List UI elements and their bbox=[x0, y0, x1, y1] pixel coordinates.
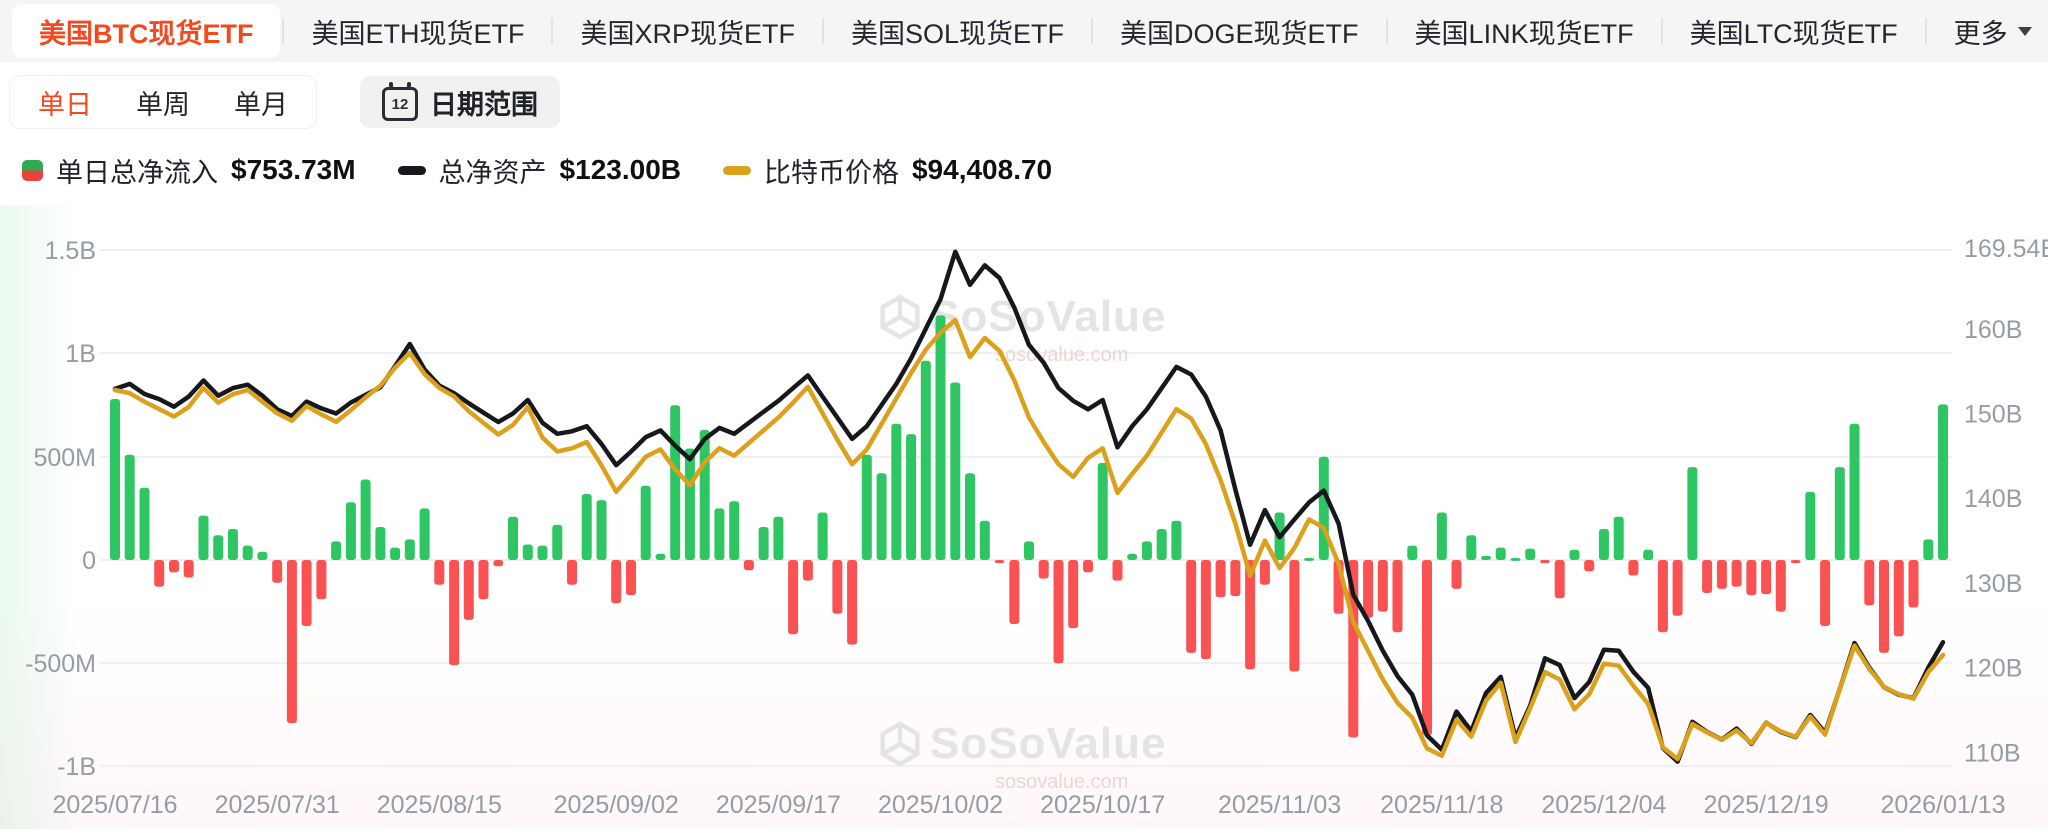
tab-more[interactable]: 更多 bbox=[1927, 4, 2048, 58]
price-line bbox=[112, 317, 1946, 762]
right-axis-labels: 169.54B 160B 150B 140B 130B 120B 110B bbox=[1964, 235, 2048, 767]
tab-list: 美国BTC现货ETF 美国ETH现货ETF 美国XRP现货ETF 美国SOL现货ETF… bbox=[10, 0, 2048, 62]
x-axis-labels: 2025/07/16 2025/07/31 2025/08/15 2025/09/02… bbox=[52, 791, 2005, 819]
svg-text:169.54B: 169.54B bbox=[1964, 235, 2048, 263]
date-range-label: 日期范围 bbox=[430, 89, 538, 120]
svg-text:2025/10/02: 2025/10/02 bbox=[878, 791, 1003, 819]
netflow-swatch-icon bbox=[22, 159, 43, 181]
svg-text:SoSoValue: SoSoValue bbox=[930, 719, 1166, 768]
price-label: 比特币价格 bbox=[763, 157, 899, 188]
assets-line bbox=[112, 249, 1946, 764]
tab-divider bbox=[1091, 18, 1094, 44]
assets-line-icon bbox=[397, 165, 426, 175]
svg-text:sosovalue.com: sosovalue.com bbox=[995, 771, 1128, 793]
svg-text:130B: 130B bbox=[1964, 570, 2022, 598]
tab-divider bbox=[1924, 18, 1927, 44]
chart-legend: 单日总净流入 $753.73M 总净资产 $123.00B 比特币价格 $94,… bbox=[22, 148, 1052, 192]
left-axis-labels: 1.5B 1B 500M 0 -500M -1B bbox=[25, 237, 96, 781]
tab-divider bbox=[822, 18, 824, 44]
svg-text:1.5B: 1.5B bbox=[45, 237, 96, 265]
svg-text:sosovalue.com: sosovalue.com bbox=[995, 344, 1128, 366]
period-button-0[interactable]: 单日 bbox=[38, 89, 92, 120]
tab-divider bbox=[1385, 18, 1388, 44]
svg-text:2026/01/13: 2026/01/13 bbox=[1880, 791, 2005, 819]
tab-item-0[interactable]: 美国BTC现货ETF bbox=[12, 4, 281, 58]
period-button-1[interactable]: 单周 bbox=[136, 89, 190, 120]
chart-canvas[interactable]: 1.5B 1B 500M 0 -500M -1B SoSoValue sosovalue.co… bbox=[0, 205, 2048, 829]
tab-divider bbox=[551, 18, 554, 44]
svg-text:-1B: -1B bbox=[57, 753, 96, 781]
tab-item-4[interactable]: 美国DOGE现货ETF bbox=[1120, 18, 1359, 49]
netflow-bars bbox=[110, 315, 1948, 738]
assets-label: 总净资产 bbox=[438, 157, 547, 188]
chevron-down-icon bbox=[2017, 26, 2032, 36]
svg-text:120B: 120B bbox=[1964, 655, 2022, 683]
svg-text:2025/09/02: 2025/09/02 bbox=[554, 791, 679, 819]
svg-text:140B: 140B bbox=[1964, 485, 2022, 513]
etf-tab-bar: 美国BTC现货ETF 美国ETH现货ETF 美国XRP现货ETF 美国SOL现货ETF… bbox=[0, 0, 2048, 62]
tab-item-1[interactable]: 美国ETH现货ETF bbox=[311, 18, 525, 49]
price-value: $94,408.70 bbox=[911, 154, 1053, 185]
svg-text:160B: 160B bbox=[1964, 316, 2022, 344]
calendar-icon: 12 bbox=[382, 82, 418, 121]
legend-item-price[interactable]: 比特币价格 $94,408.70 bbox=[722, 151, 1053, 190]
legend-item-assets[interactable]: 总净资产 $123.00B bbox=[397, 151, 681, 190]
svg-text:2025/09/17: 2025/09/17 bbox=[716, 791, 841, 819]
tab-item-2[interactable]: 美国XRP现货ETF bbox=[580, 18, 795, 49]
svg-text:150B: 150B bbox=[1964, 401, 2022, 429]
price-line-icon bbox=[722, 165, 751, 175]
sosovalue-watermark: SoSoValue sosovalue.com bbox=[880, 719, 1166, 793]
svg-text:2025/07/16: 2025/07/16 bbox=[52, 791, 177, 819]
tab-item-6[interactable]: 美国LTC现货ETF bbox=[1689, 18, 1898, 49]
etf-flow-chart[interactable]: 1.5B 1B 500M 0 -500M -1B SoSoValue sosovalue.co… bbox=[0, 205, 2048, 829]
svg-text:110B: 110B bbox=[1964, 739, 2021, 767]
svg-text:2025/10/17: 2025/10/17 bbox=[1040, 791, 1165, 819]
legend-item-netflow[interactable]: 单日总净流入 $753.73M bbox=[22, 151, 356, 190]
svg-text:2025/12/04: 2025/12/04 bbox=[1541, 791, 1666, 819]
svg-text:1B: 1B bbox=[65, 340, 96, 368]
netflow-label: 单日总净流入 bbox=[56, 157, 218, 188]
svg-text:SoSoValue: SoSoValue bbox=[930, 292, 1166, 341]
svg-text:500M: 500M bbox=[33, 444, 96, 472]
period-filter-group: 单日 单周 单月 bbox=[10, 76, 316, 128]
sosovalue-watermark: SoSoValue sosovalue.com bbox=[880, 292, 1166, 366]
svg-text:-500M: -500M bbox=[25, 650, 96, 678]
svg-text:2025/11/18: 2025/11/18 bbox=[1380, 791, 1503, 819]
tab-more-label: 更多 bbox=[1953, 18, 2008, 49]
svg-text:2025/11/03: 2025/11/03 bbox=[1218, 791, 1341, 819]
assets-value: $123.00B bbox=[559, 154, 681, 185]
svg-text:2025/08/15: 2025/08/15 bbox=[377, 791, 502, 819]
date-range-button[interactable]: 12 日期范围 bbox=[360, 76, 560, 128]
tab-item-3[interactable]: 美国SOL现货ETF bbox=[851, 18, 1065, 49]
tab-divider bbox=[282, 18, 285, 44]
toolbar-row: 单日 单周 单月 12 日期范围 bbox=[0, 74, 2048, 130]
netflow-value: $753.73M bbox=[231, 154, 356, 185]
svg-text:0: 0 bbox=[82, 547, 96, 575]
tab-divider bbox=[1660, 18, 1663, 44]
period-button-2[interactable]: 单月 bbox=[234, 89, 288, 120]
svg-text:2025/12/19: 2025/12/19 bbox=[1704, 791, 1829, 819]
tab-item-5[interactable]: 美国LINK现货ETF bbox=[1414, 18, 1634, 49]
calendar-day-number: 12 bbox=[391, 95, 409, 113]
svg-text:2025/07/31: 2025/07/31 bbox=[215, 791, 340, 819]
